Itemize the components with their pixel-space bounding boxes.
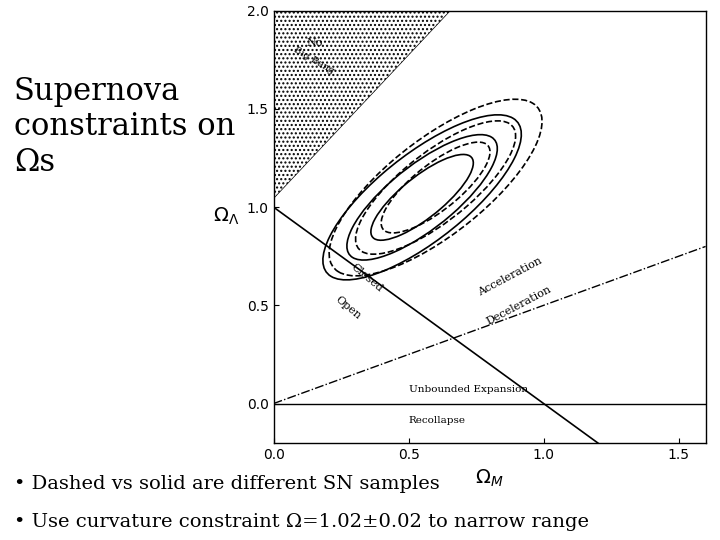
Text: Recollapse: Recollapse [409, 416, 466, 425]
Text: Unbounded Expansion: Unbounded Expansion [409, 384, 528, 394]
Text: Acceleration: Acceleration [476, 255, 544, 298]
Text: Big Bang: Big Bang [292, 45, 336, 76]
X-axis label: $\Omega_M$: $\Omega_M$ [475, 467, 504, 489]
Text: • Use curvature constraint Ω=1.02±0.02 to narrow range: • Use curvature constraint Ω=1.02±0.02 t… [14, 513, 590, 531]
Text: Deceleration: Deceleration [485, 284, 552, 327]
Y-axis label: $\Omega_\Lambda$: $\Omega_\Lambda$ [212, 206, 239, 227]
Text: Supernova
constraints on
Ωs: Supernova constraints on Ωs [14, 76, 235, 178]
Text: Open: Open [333, 294, 362, 321]
Text: • Dashed vs solid are different SN samples: • Dashed vs solid are different SN sampl… [14, 475, 440, 493]
Text: No: No [306, 38, 323, 48]
Text: Closed: Closed [349, 261, 384, 294]
